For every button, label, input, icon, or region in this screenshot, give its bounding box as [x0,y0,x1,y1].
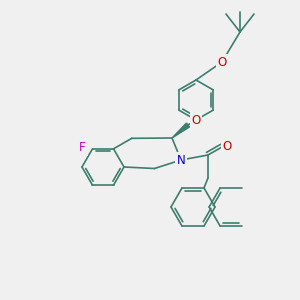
Text: O: O [222,140,232,154]
Polygon shape [172,123,190,138]
Text: N: N [177,154,185,166]
Text: O: O [191,113,201,127]
Text: F: F [79,141,86,154]
Text: O: O [218,56,226,68]
